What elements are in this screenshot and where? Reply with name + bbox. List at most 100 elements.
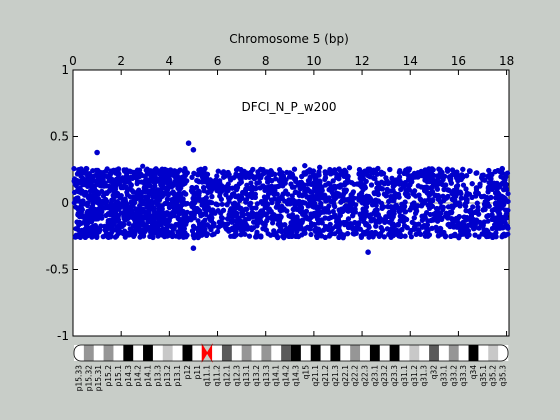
band-label: p14.1 [143, 365, 152, 387]
band-q12.1 [221, 345, 233, 361]
data-point [236, 193, 242, 199]
data-point [456, 214, 462, 220]
data-point [337, 230, 343, 236]
data-point [262, 197, 268, 203]
data-point [113, 201, 119, 207]
data-point [144, 166, 150, 172]
band-q13.1 [241, 345, 252, 361]
data-point [244, 206, 250, 212]
data-point [392, 195, 398, 201]
data-point [181, 213, 187, 219]
data-point [116, 206, 122, 212]
data-point [126, 221, 132, 227]
data-point [71, 176, 78, 182]
data-point [481, 219, 487, 225]
data-point [425, 233, 431, 239]
data-point [410, 204, 416, 210]
data-point [175, 229, 181, 235]
band-q31.1 [399, 345, 410, 361]
data-point [473, 170, 479, 176]
data-point [359, 194, 366, 200]
data-point [455, 178, 461, 184]
data-point [505, 191, 511, 197]
data-point [124, 173, 130, 179]
data-point [276, 214, 282, 220]
data-point [85, 208, 91, 214]
data-point [286, 213, 292, 219]
data-point [355, 195, 361, 201]
data-point [191, 170, 197, 176]
data-point [257, 209, 263, 215]
data-point [200, 219, 206, 225]
data-point [109, 169, 116, 175]
band-label: q23.1 [370, 365, 379, 387]
data-point [488, 232, 494, 238]
data-point [154, 230, 160, 237]
band-label: q22.2 [351, 365, 360, 387]
data-point [356, 220, 362, 226]
data-point [362, 220, 368, 226]
data-point [437, 216, 443, 222]
data-point [422, 175, 428, 181]
data-point [346, 196, 352, 202]
data-point [311, 221, 317, 228]
data-point [362, 185, 368, 191]
data-point [494, 226, 500, 232]
data-point [236, 181, 242, 187]
band-q31.2 [409, 345, 420, 361]
data-point [316, 169, 322, 175]
data-point [123, 214, 129, 220]
data-point [183, 221, 189, 227]
band-p15.1 [113, 345, 124, 361]
data-point [425, 227, 431, 233]
data-point [189, 174, 195, 180]
data-point [302, 163, 308, 169]
data-point [466, 232, 472, 238]
data-point [225, 226, 231, 232]
x-tick-label-8: 16 [451, 54, 466, 68]
data-point [239, 222, 245, 228]
data-point [391, 204, 397, 210]
data-point [392, 229, 398, 235]
band-label: q14.3 [291, 365, 300, 387]
data-point [238, 177, 244, 183]
data-point [316, 208, 322, 214]
data-point [485, 173, 491, 179]
data-point [233, 232, 239, 238]
band-q13.3 [261, 345, 272, 361]
data-point [445, 222, 451, 228]
data-point [139, 199, 145, 205]
band-label: q15 [301, 365, 310, 380]
band-label: q33.3 [459, 365, 468, 387]
band-label: q13.3 [262, 365, 271, 387]
data-point [157, 217, 163, 223]
data-point [201, 188, 207, 194]
data-point [298, 224, 304, 230]
data-point [156, 202, 162, 208]
data-point [197, 171, 203, 177]
data-point [492, 183, 498, 189]
data-point [308, 231, 314, 238]
data-point [135, 221, 141, 227]
data-point [275, 183, 281, 190]
data-point [341, 191, 347, 197]
data-point [277, 171, 283, 177]
data-point [209, 215, 215, 221]
data-point [474, 200, 480, 206]
data-point [501, 194, 507, 201]
data-point [122, 234, 128, 240]
band-p13.3 [152, 345, 164, 361]
data-point [189, 200, 195, 206]
data-point [489, 207, 495, 214]
data-point [387, 166, 393, 173]
data-point [158, 232, 164, 238]
data-point [330, 178, 336, 184]
x-tick-label-6: 12 [354, 54, 369, 68]
data-point [352, 209, 358, 215]
data-point [181, 201, 187, 207]
data-point [445, 193, 451, 200]
data-point [451, 191, 457, 197]
data-point [322, 169, 328, 175]
data-point [477, 181, 483, 187]
